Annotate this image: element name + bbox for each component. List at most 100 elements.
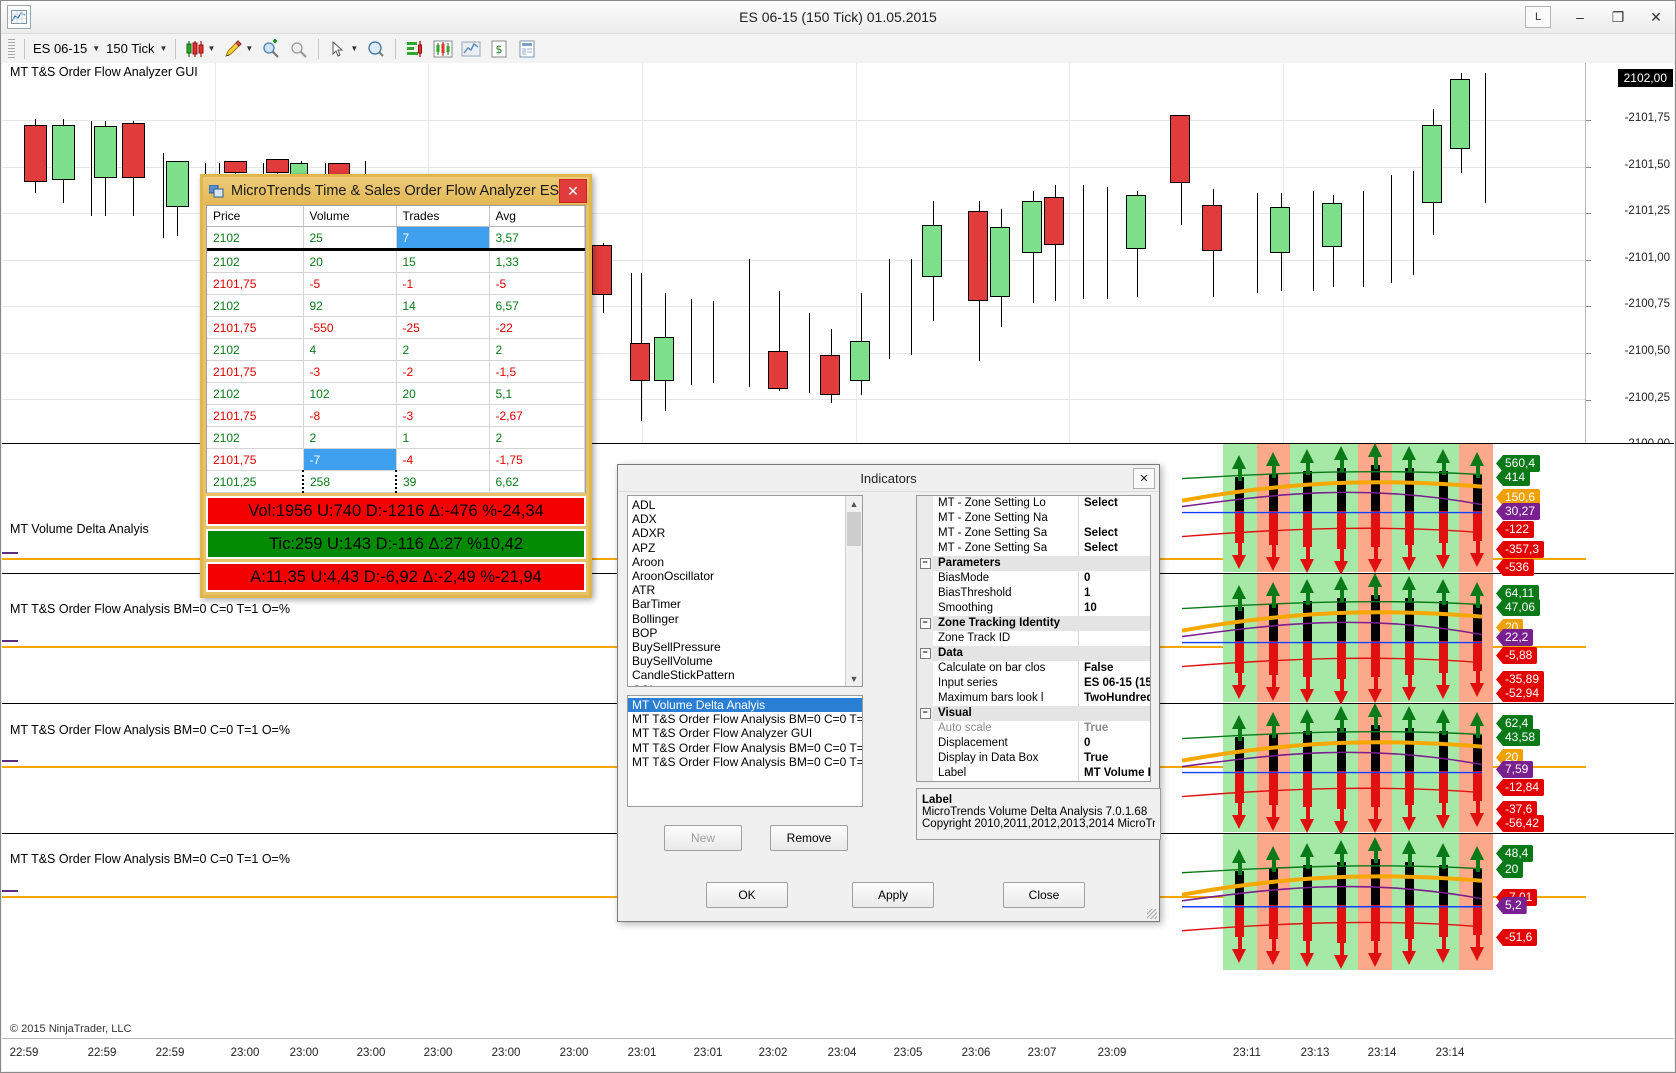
table-cell-volume[interactable]: 92 (303, 294, 397, 317)
properties-icon[interactable] (514, 37, 540, 61)
table-cell-volume[interactable]: -550 (303, 316, 397, 339)
table-cell-avg[interactable]: 2 (489, 426, 585, 449)
property-category[interactable]: − Data (917, 646, 1150, 661)
candlestick-type-icon[interactable] (182, 37, 208, 61)
chevron-down-icon[interactable]: ▼ (245, 44, 254, 53)
collapse-icon[interactable]: − (917, 706, 933, 721)
table-cell-price[interactable]: 2102 (207, 294, 304, 317)
data-series-icon[interactable] (402, 37, 428, 61)
property-row[interactable]: Maximum bars look l TwoHundredFiftySix (917, 691, 1150, 706)
close-icon[interactable]: ✕ (559, 179, 587, 203)
draw-tools-icon[interactable] (220, 37, 246, 61)
collapse-icon[interactable]: − (917, 646, 933, 661)
table-cell-price[interactable]: 2101,75 (207, 404, 304, 427)
chevron-down-icon[interactable]: ▼ (207, 44, 216, 53)
list-item[interactable]: ATR (632, 583, 656, 598)
table-row[interactable]: 2101,75 -550 -25 -22 (207, 316, 585, 339)
table-cell-trades[interactable]: 39 (395, 470, 490, 493)
property-value[interactable]: False (1084, 662, 1114, 674)
table-cell-volume[interactable]: 20 (303, 248, 397, 273)
property-row[interactable]: Display in Data Box True (917, 751, 1150, 766)
property-row[interactable]: Calculate on bar clos False (917, 661, 1150, 676)
close-button[interactable]: ✕ (1650, 8, 1662, 25)
list-item[interactable]: ADX (632, 512, 657, 527)
table-cell-avg[interactable]: 5,1 (489, 382, 585, 405)
property-row[interactable]: Smoothing 10 (917, 601, 1150, 616)
table-cell-price[interactable]: 2102 (207, 248, 304, 273)
table-cell-trades[interactable]: -25 (396, 316, 490, 339)
property-value[interactable]: 0 (1084, 737, 1091, 749)
maximize-button[interactable]: ❐ (1611, 8, 1625, 25)
table-cell-volume[interactable]: -3 (303, 360, 397, 383)
property-value[interactable]: 0 (1084, 572, 1091, 584)
property-value[interactable]: TwoHundredFiftySix (1084, 692, 1150, 704)
table-row[interactable]: 2101,75 -5 -1 -5 (207, 272, 585, 295)
table-cell-price[interactable]: 2102 (207, 226, 304, 250)
table-cell-avg[interactable]: 3,57 (489, 226, 585, 250)
price-axis[interactable]: 2102,00 -2101,75 -2101,50 -2101,25 -2101,00… (1585, 63, 1674, 450)
table-cell-trades[interactable]: 7 (396, 226, 490, 250)
time-sales-dialog[interactable]: MicroTrends Time & Sales Order Flow Anal… (200, 174, 592, 598)
scroll-down-icon[interactable]: ▼ (849, 673, 859, 684)
list-item[interactable]: MT Volume Delta Analyis (628, 698, 862, 713)
table-cell-volume[interactable]: 2 (303, 426, 397, 449)
property-value[interactable]: 2 (1079, 781, 1150, 782)
property-value[interactable] (1079, 631, 1150, 646)
property-row[interactable]: Panel2 (917, 781, 1150, 782)
table-cell-avg[interactable]: 2 (489, 338, 585, 361)
indicator-properties-grid[interactable]: MT - Zone Setting Lo Select MT - Zone Sett… (916, 495, 1151, 782)
indicators-icon[interactable] (430, 37, 456, 61)
magnifier-icon[interactable] (363, 37, 389, 61)
table-row[interactable]: 2101,75 -7 -4 -1,75 (207, 448, 585, 471)
table-cell-avg[interactable]: 6,62 (489, 470, 585, 493)
scroll-up-icon[interactable]: ▲ (849, 498, 859, 509)
table-cell-trades[interactable]: -3 (396, 404, 490, 427)
property-value[interactable]: True (1084, 722, 1109, 734)
time-sales-titlebar[interactable]: MicroTrends Time & Sales Order Flow Anal… (203, 177, 589, 205)
table-cell-price[interactable]: 2102 (207, 426, 304, 449)
list-item[interactable]: MT T&S Order Flow Analyzer GUI (632, 726, 813, 741)
property-value[interactable]: Select (1084, 542, 1118, 554)
layout-button[interactable]: L (1525, 6, 1551, 28)
collapse-icon[interactable]: − (917, 556, 933, 571)
scrollbar-thumb[interactable] (847, 512, 861, 546)
table-cell-trades[interactable]: 14 (396, 294, 490, 317)
table-cell-trades[interactable]: -4 (396, 448, 490, 471)
table-cell-volume[interactable]: 258 (302, 470, 397, 493)
collapse-icon[interactable]: − (917, 616, 933, 631)
instrument-selector[interactable]: ES 06-15 ▼ (31, 38, 102, 60)
minimize-button[interactable]: – (1576, 9, 1584, 25)
property-row[interactable]: Label MT Volume Delta An (917, 766, 1150, 781)
table-cell-price[interactable]: 2101,25 (207, 470, 304, 493)
table-cell-price[interactable]: 2101,75 (207, 316, 304, 339)
property-value[interactable] (1079, 511, 1150, 526)
apply-button[interactable]: Apply (852, 882, 934, 908)
table-cell-price[interactable]: 2101,75 (207, 448, 304, 471)
indicators-titlebar[interactable]: Indicators ✕ (618, 465, 1159, 492)
column-header[interactable]: Trades (396, 206, 490, 227)
interval-selector[interactable]: 150 Tick ▼ (104, 38, 169, 60)
table-cell-volume[interactable]: -8 (303, 404, 397, 427)
table-cell-trades[interactable]: 2 (396, 338, 490, 361)
table-cell-avg[interactable]: 1,33 (489, 248, 585, 273)
list-item[interactable]: AroonOscillator (632, 569, 715, 584)
list-item[interactable]: ADXR (632, 526, 666, 541)
toolbar-grip[interactable] (8, 39, 15, 58)
property-row[interactable]: Zone Track ID (917, 631, 1150, 646)
close-icon[interactable]: ✕ (1133, 468, 1155, 489)
property-row[interactable]: BiasMode 0 (917, 571, 1150, 586)
property-value[interactable]: Select (1084, 497, 1118, 509)
table-row[interactable]: 2101,75 -8 -3 -2,67 (207, 404, 585, 427)
column-header[interactable]: Price (207, 206, 304, 227)
table-row[interactable]: 2102 2 1 2 (207, 426, 585, 449)
list-item[interactable]: CandleStickPattern (632, 668, 735, 683)
list-item[interactable]: ADL (632, 498, 656, 512)
time-sales-grid[interactable]: Price Volume Trades Avg 2102 25 7 3,57 2102 20 15… (206, 205, 586, 493)
list-item[interactable]: BuySellPressure (632, 640, 721, 655)
table-row[interactable]: 2102 4 2 2 (207, 338, 585, 361)
table-cell-trades[interactable]: 20 (396, 382, 490, 405)
table-cell-trades[interactable]: -2 (396, 360, 490, 383)
table-row[interactable]: 2102 25 7 3,57 (207, 226, 585, 250)
table-cell-volume[interactable]: -5 (303, 272, 397, 295)
table-cell-price[interactable]: 2101,75 (207, 272, 304, 295)
